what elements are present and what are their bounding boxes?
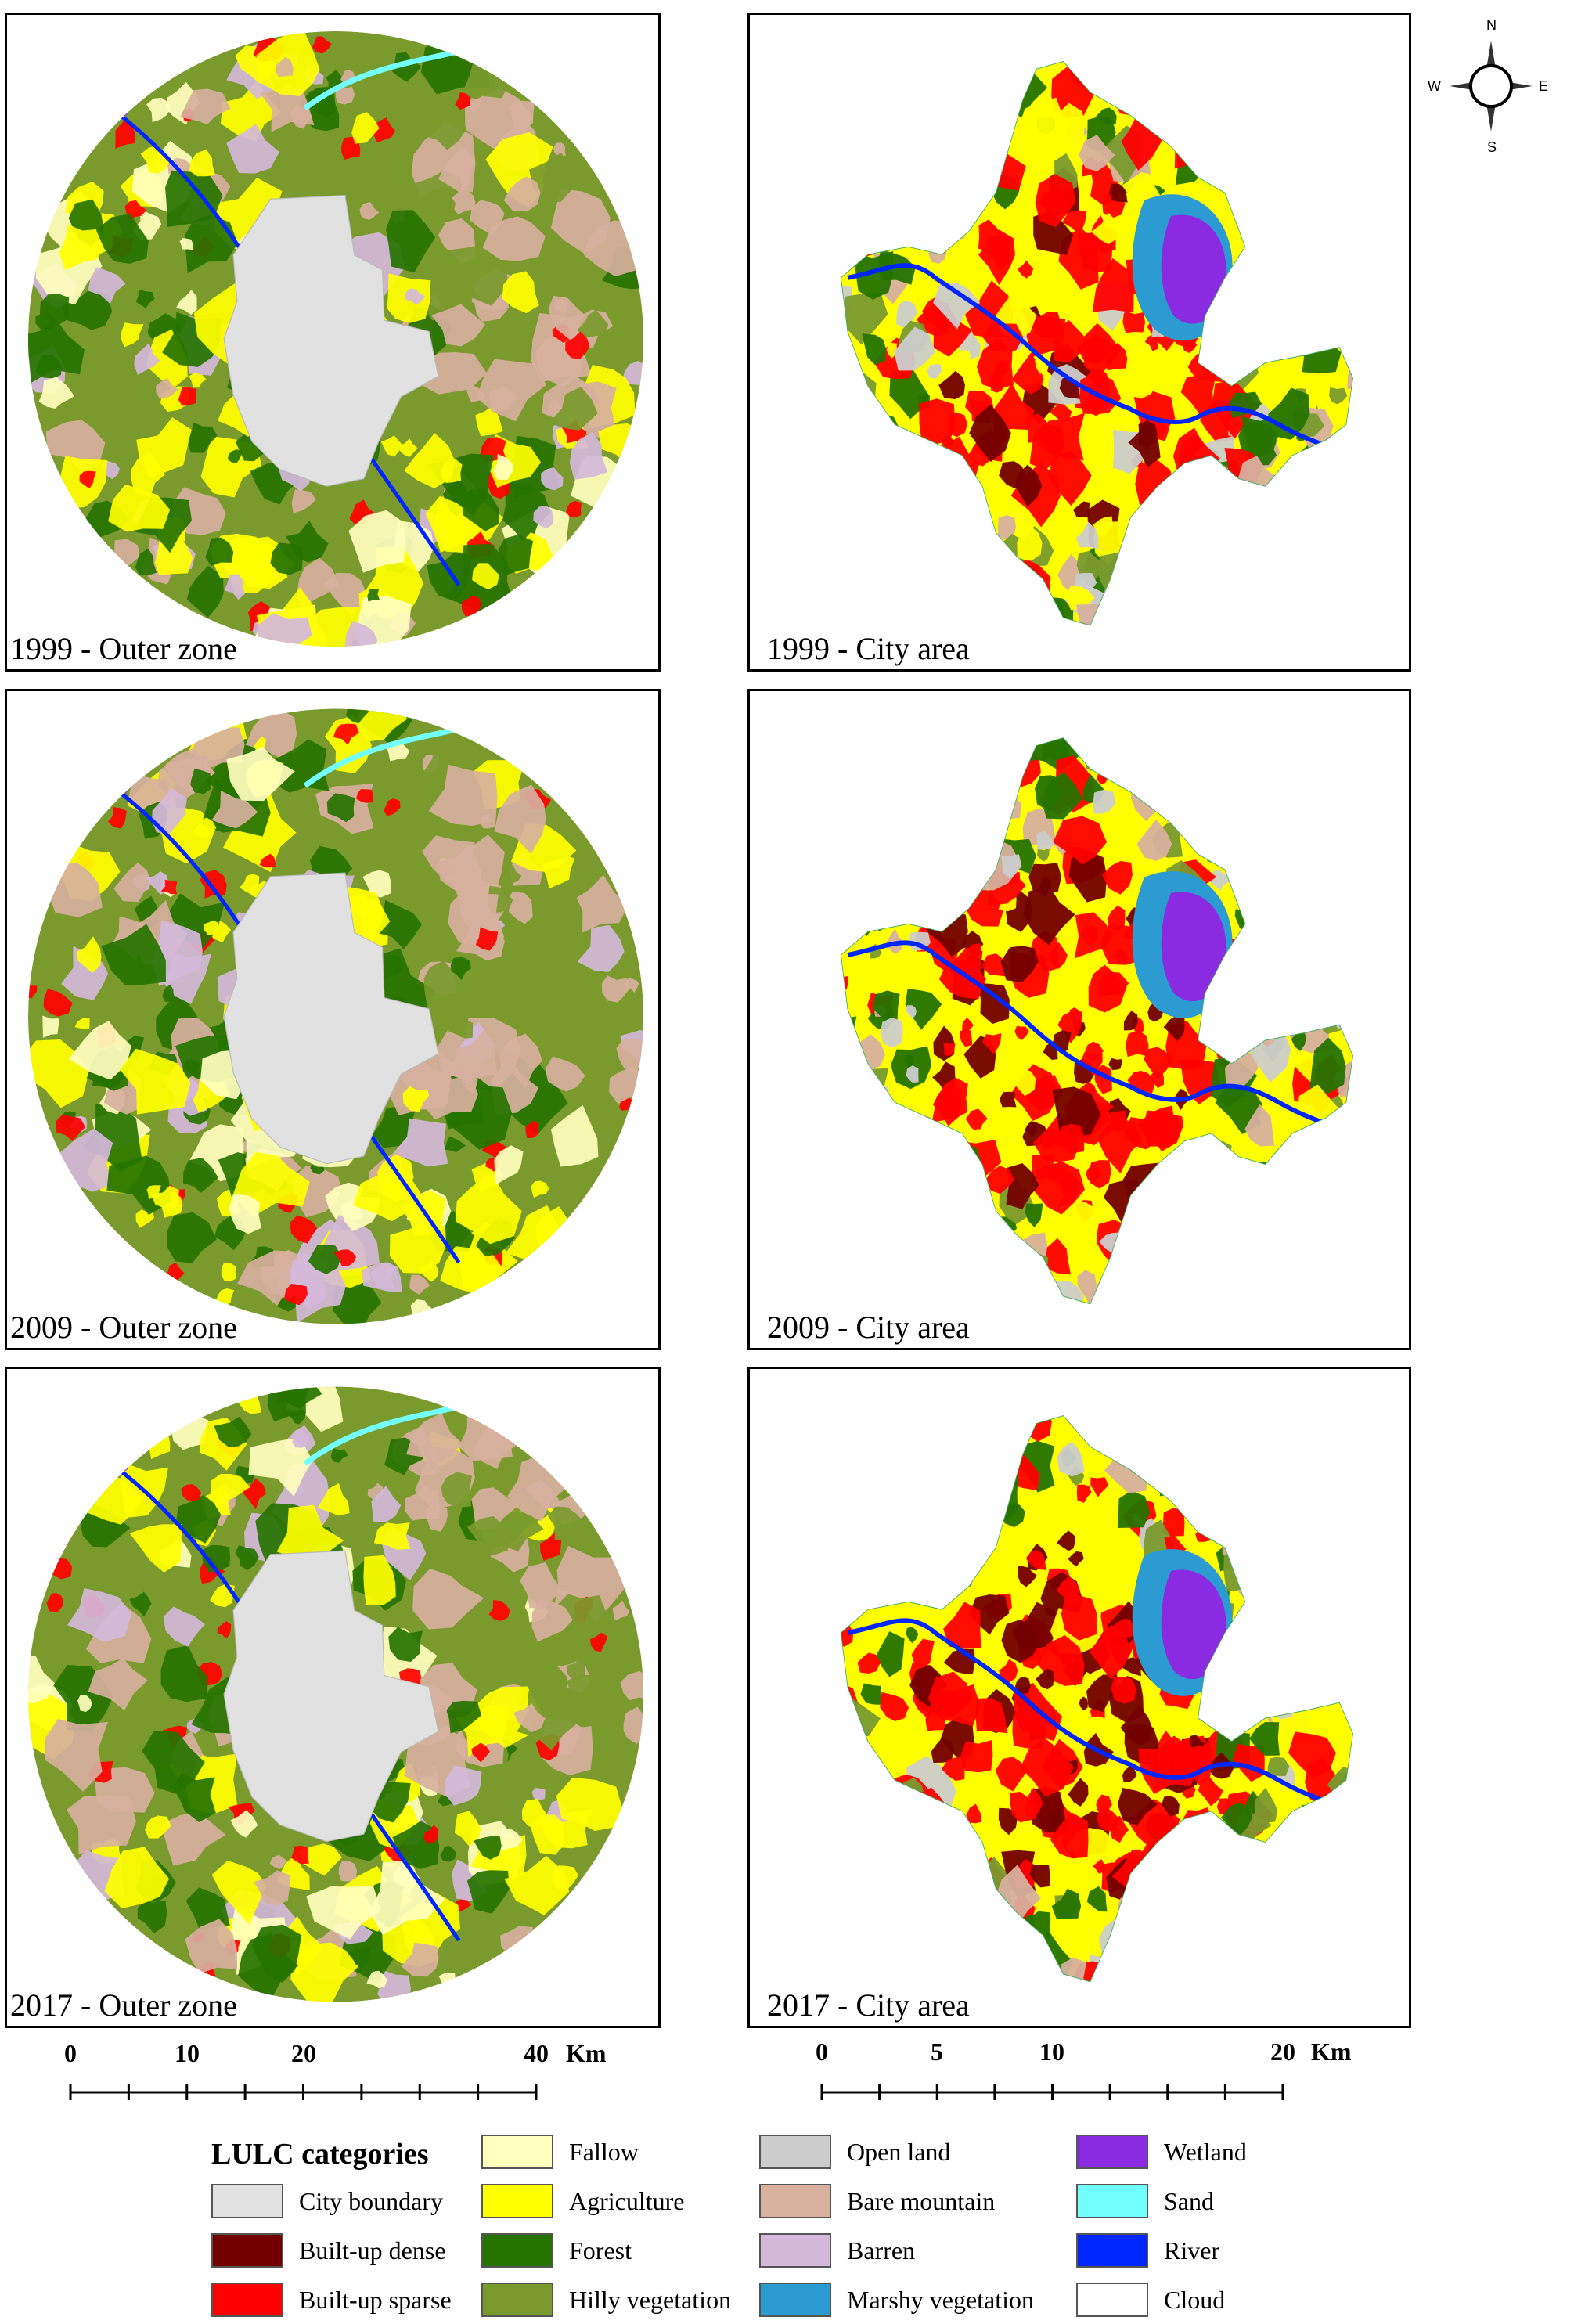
city-area-lulc-map bbox=[840, 737, 1353, 1305]
map-panel-city-2017: 2017 - City area bbox=[747, 1367, 1411, 2028]
city-area-lulc-map bbox=[840, 60, 1353, 626]
panel-label-city-2017: 2017 - City area bbox=[767, 1987, 970, 2023]
legend-swatch bbox=[1076, 2135, 1148, 2169]
scalebar-city-graphic bbox=[820, 2084, 1284, 2100]
legend-item: Agriculture bbox=[481, 2182, 685, 2221]
legend-item: Built-up sparse bbox=[211, 2280, 452, 2319]
legend-label: Sand bbox=[1164, 2186, 1214, 2215]
map-panel-city-2009: 2009 - City area bbox=[747, 689, 1411, 1350]
legend-swatch bbox=[759, 2283, 831, 2317]
legend-label: Barren bbox=[847, 2236, 916, 2265]
scale-city-tick-0: 0 bbox=[816, 2038, 828, 2066]
legend-label: River bbox=[1164, 2236, 1220, 2265]
scale-city-unit: Km bbox=[1311, 2038, 1352, 2066]
outer-zone-lulc-map bbox=[28, 1386, 643, 2002]
outer-zone-lulc-map bbox=[28, 708, 643, 1324]
legend-swatch bbox=[1076, 2283, 1148, 2317]
panel-label-outer-2009: 2009 - Outer zone bbox=[10, 1310, 237, 1345]
legend-label: Built-up dense bbox=[299, 2236, 446, 2265]
legend-label: Built-up sparse bbox=[299, 2285, 452, 2314]
legend-label: Hilly vegetation bbox=[569, 2285, 732, 2314]
map-panel-city-1999: 1999 - City area bbox=[747, 13, 1411, 672]
legend-item: Barren bbox=[759, 2231, 915, 2270]
outer-zone-lulc-map bbox=[28, 31, 643, 647]
scale-outer-unit: Km bbox=[566, 2039, 607, 2067]
scale-city-tick-5: 5 bbox=[931, 2038, 943, 2066]
legend-swatch bbox=[481, 2283, 553, 2317]
legend-swatch bbox=[481, 2184, 553, 2218]
legend-swatch bbox=[759, 2135, 831, 2169]
legend-swatch bbox=[1076, 2233, 1148, 2268]
legend-item: Hilly vegetation bbox=[481, 2280, 731, 2319]
map-panel-outer-2009: 2009 - Outer zone bbox=[5, 689, 661, 1350]
legend-label: Cloud bbox=[1164, 2285, 1226, 2314]
legend-swatch bbox=[759, 2184, 831, 2218]
legend-label: Bare mountain bbox=[847, 2186, 996, 2215]
legend-item: River bbox=[1076, 2231, 1219, 2270]
legend-item: Marshy vegetation bbox=[759, 2280, 1034, 2319]
legend-item: Bare mountain bbox=[759, 2182, 995, 2221]
legend-swatch bbox=[211, 2283, 283, 2317]
legend-item: Open land bbox=[759, 2132, 950, 2171]
panel-label-city-1999: 1999 - City area bbox=[767, 631, 970, 666]
legend-label: Wetland bbox=[1164, 2137, 1247, 2166]
map-panel-outer-2017: 2017 - Outer zone bbox=[5, 1367, 661, 2028]
panel-label-outer-2017: 2017 - Outer zone bbox=[10, 1987, 237, 2023]
legend-item: Wetland bbox=[1076, 2132, 1247, 2171]
scale-city-tick-10: 10 bbox=[1039, 2038, 1064, 2066]
legend-item: Fallow bbox=[481, 2132, 639, 2171]
scalebar-outer-graphic bbox=[69, 2084, 538, 2100]
legend-label: Open land bbox=[847, 2137, 951, 2166]
legend-label: Agriculture bbox=[569, 2186, 685, 2215]
legend-item: Forest bbox=[481, 2231, 632, 2270]
legend-item: Cloud bbox=[1076, 2280, 1225, 2319]
panel-label-city-2009: 2009 - City area bbox=[767, 1310, 970, 1345]
legend-label: City boundary bbox=[299, 2186, 443, 2215]
panel-label-outer-1999: 1999 - Outer zone bbox=[10, 631, 237, 666]
legend-swatch bbox=[211, 2233, 283, 2268]
scale-outer-tick-40: 40 bbox=[524, 2039, 549, 2067]
compass-rose-icon bbox=[1450, 41, 1533, 132]
compass-east-label: E bbox=[1539, 78, 1549, 94]
legend-swatch bbox=[481, 2135, 553, 2169]
scalebar-city: 0 5 10 20 Km bbox=[814, 2038, 1362, 2116]
legend-label: Fallow bbox=[569, 2137, 639, 2166]
city-area-lulc-map bbox=[840, 1415, 1353, 1983]
compass-north-label: N bbox=[1486, 17, 1497, 33]
legend-swatch bbox=[1076, 2184, 1148, 2218]
legend-label: Forest bbox=[569, 2236, 632, 2265]
lulc-legend: LULC categories City boundary Built-up de… bbox=[204, 2135, 1534, 2321]
legend-swatch bbox=[481, 2233, 553, 2268]
legend-swatch bbox=[759, 2233, 831, 2268]
scale-outer-tick-20: 20 bbox=[291, 2039, 316, 2067]
scalebar-outer: 0 10 20 40 Km bbox=[63, 2039, 611, 2117]
scale-city-tick-20: 20 bbox=[1270, 2038, 1295, 2066]
legend-swatch bbox=[211, 2184, 283, 2218]
compass-west-label: W bbox=[1428, 78, 1441, 94]
scale-outer-tick-10: 10 bbox=[175, 2039, 200, 2067]
legend-item: City boundary bbox=[211, 2182, 443, 2221]
legend-item: Built-up dense bbox=[211, 2231, 446, 2270]
map-panel-outer-1999: 1999 - Outer zone bbox=[5, 13, 661, 672]
legend-label: Marshy vegetation bbox=[847, 2285, 1035, 2314]
scale-outer-tick-0: 0 bbox=[64, 2039, 77, 2067]
north-arrow-compass: N S E W bbox=[1425, 16, 1558, 157]
legend-item: Sand bbox=[1076, 2182, 1214, 2221]
compass-south-label: S bbox=[1487, 139, 1497, 155]
legend-title: LULC categories bbox=[211, 2138, 429, 2171]
